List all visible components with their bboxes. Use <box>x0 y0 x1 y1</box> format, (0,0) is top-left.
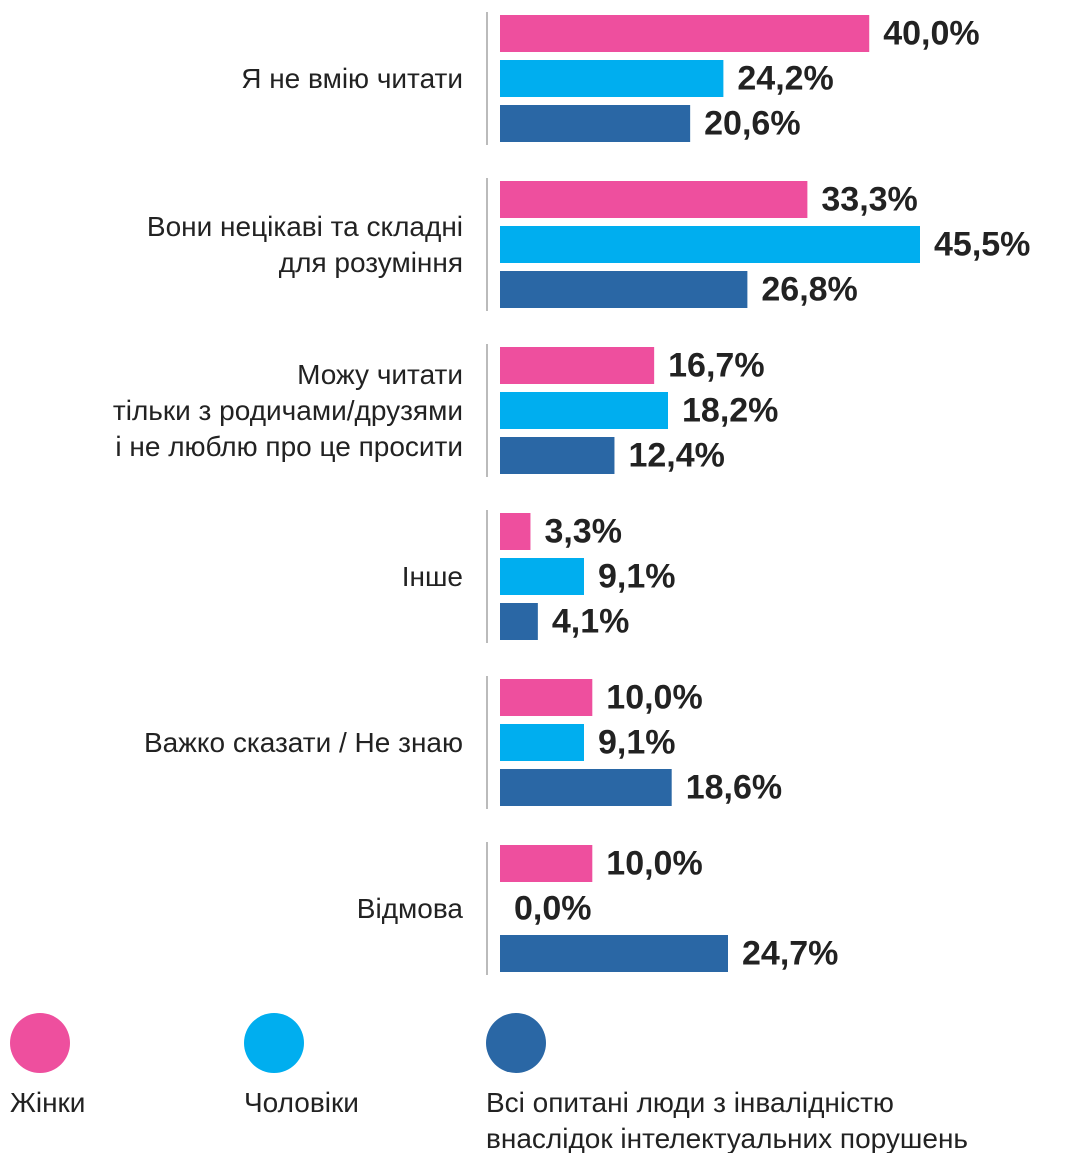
bar <box>500 558 584 595</box>
bar <box>500 105 691 142</box>
value-label: 10,0% <box>606 678 702 716</box>
category-label: Важко сказати / Не знаю <box>143 726 463 758</box>
bar <box>500 603 538 640</box>
bar <box>500 15 870 52</box>
category-label: Інше <box>401 560 463 592</box>
legend-label: Жінки <box>10 1087 86 1118</box>
value-label: 18,6% <box>686 768 782 806</box>
value-label: 12,4% <box>628 436 724 474</box>
bar <box>500 271 748 308</box>
legend-marker <box>244 1013 304 1073</box>
bar <box>500 935 728 972</box>
value-label: 3,3% <box>544 512 622 550</box>
value-label: 0,0% <box>514 889 592 927</box>
value-label: 16,7% <box>668 346 764 384</box>
bar <box>500 437 615 474</box>
category-label: Відмова <box>356 892 463 924</box>
legend-marker <box>10 1013 70 1073</box>
bar <box>500 60 724 97</box>
value-label: 24,2% <box>737 59 833 97</box>
legend-label: Чоловіки <box>244 1087 359 1118</box>
bar <box>500 679 593 716</box>
bar <box>500 392 668 429</box>
value-label: 9,1% <box>598 723 676 761</box>
value-label: 4,1% <box>552 602 630 640</box>
value-label: 40,0% <box>883 14 979 52</box>
category-label: Я не вмію читати <box>241 62 463 94</box>
value-label: 18,2% <box>682 391 778 429</box>
value-label: 26,8% <box>761 270 857 308</box>
bar <box>500 347 655 384</box>
bar <box>500 226 920 263</box>
value-label: 9,1% <box>598 557 676 595</box>
value-label: 24,7% <box>742 934 838 972</box>
category-label: Можу читати тільки з родичами/друзями і … <box>112 358 463 462</box>
legend-label: Всі опитані люди з інвалідністю внаслідо… <box>486 1087 969 1153</box>
bar <box>500 845 593 882</box>
bar <box>500 181 808 218</box>
bar <box>500 724 584 761</box>
value-label: 10,0% <box>606 844 702 882</box>
legend-marker <box>486 1013 546 1073</box>
category-label: Вони нецікаві та складні для розуміння <box>146 210 463 278</box>
value-label: 33,3% <box>821 180 917 218</box>
bar <box>500 513 531 550</box>
bar <box>500 769 672 806</box>
value-label: 20,6% <box>704 104 800 142</box>
value-label: 45,5% <box>934 225 1030 263</box>
